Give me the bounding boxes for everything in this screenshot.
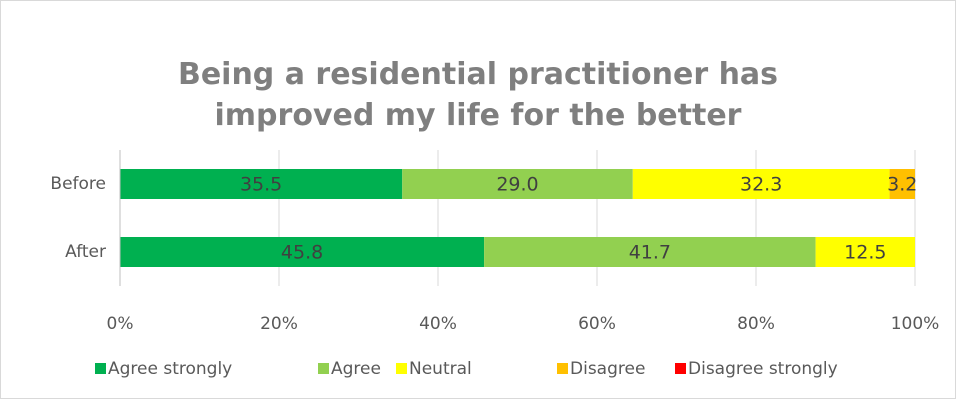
x-tick-label: 40% (419, 314, 457, 334)
data-label: 45.8 (281, 242, 323, 264)
data-label: 3.2 (887, 174, 917, 196)
y-tick-label: Before (50, 174, 106, 194)
bar-segment (484, 237, 816, 267)
data-label: 32.3 (740, 174, 782, 196)
x-tick-label: 0% (107, 314, 134, 334)
x-tick-label: 100% (891, 314, 940, 334)
x-tick-label: 80% (737, 314, 775, 334)
bar-segment (402, 169, 633, 199)
bar-segment (815, 237, 915, 267)
chart-title: Being a residential practitioner has impr… (178, 57, 778, 133)
legend-label: Neutral (409, 359, 472, 379)
x-tick-label: 20% (260, 314, 298, 334)
x-tick-label: 60% (578, 314, 616, 334)
legend-label: Agree (331, 359, 381, 379)
bar-segment (120, 237, 485, 267)
data-label: 29.0 (496, 174, 538, 196)
legend-label: Disagree (570, 359, 645, 379)
legend-swatch (675, 363, 686, 374)
legend-swatch (318, 363, 329, 374)
legend-label: Agree strongly (108, 359, 232, 379)
data-label: 12.5 (844, 242, 886, 264)
bar-segment (120, 169, 403, 199)
legend-swatch (396, 363, 407, 374)
bar-segment (632, 169, 890, 199)
legend-label: Disagree strongly (688, 359, 838, 379)
data-label: 41.7 (629, 242, 671, 264)
legend-swatch (95, 363, 106, 374)
data-label: 35.5 (240, 174, 282, 196)
legend-swatch (557, 363, 568, 374)
y-tick-label: After (65, 242, 106, 262)
bar-segment (889, 169, 915, 199)
